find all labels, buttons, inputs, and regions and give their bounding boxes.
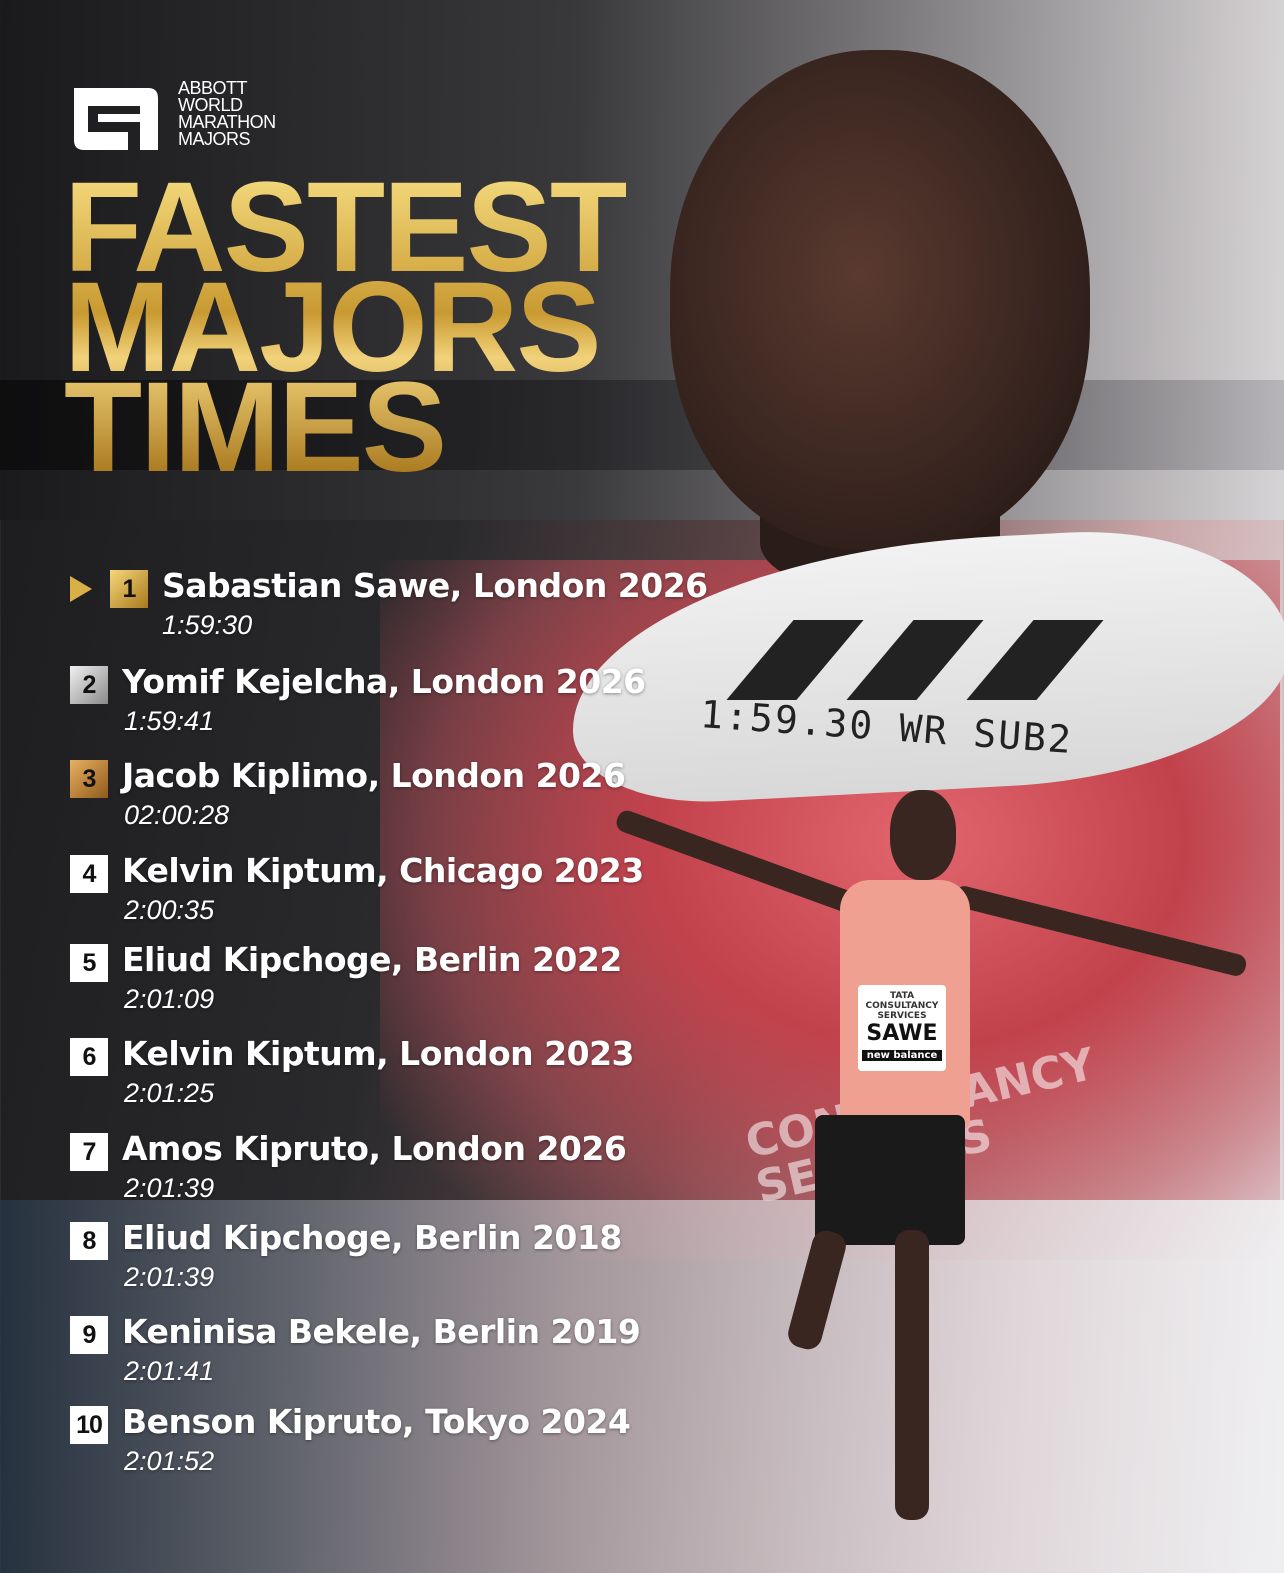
finish-time: 2:01:41 <box>124 1356 215 1386</box>
finish-time: 1:59:30 <box>162 610 253 640</box>
logo-text: ABBOTT WORLD MARATHON MAJORS <box>178 78 276 149</box>
rank-badge: 1 <box>110 570 148 608</box>
athlete-race: Yomif Kejelcha, London 2026 <box>122 662 646 701</box>
rank-badge: 10 <box>70 1406 108 1444</box>
runner-shorts <box>815 1115 965 1245</box>
runner-head <box>890 790 956 880</box>
athlete-race: Keninisa Bekele, Berlin 2019 <box>122 1312 641 1351</box>
athlete-race: Jacob Kiplimo, London 2026 <box>122 756 626 795</box>
rank-badge: 9 <box>70 1316 108 1354</box>
pointer-arrow-icon <box>70 576 92 602</box>
athlete-race: Benson Kipruto, Tokyo 2024 <box>122 1402 631 1441</box>
bib-sponsor: TATA CONSULTANCY SERVICES <box>865 991 939 1021</box>
finish-time: 2:01:09 <box>124 984 215 1014</box>
athlete-race: Eliud Kipchoge, Berlin 2022 <box>122 940 622 979</box>
finish-time: 02:00:28 <box>124 800 230 830</box>
abbott-logo-icon <box>74 88 158 150</box>
logo-line: ABBOTT <box>178 78 248 98</box>
finish-time: 2:01:39 <box>124 1173 215 1203</box>
logo-line: WORLD <box>178 95 243 115</box>
athlete-face-photo <box>670 50 1090 550</box>
rank-badge: 6 <box>70 1038 108 1076</box>
athlete-race: Eliud Kipchoge, Berlin 2018 <box>122 1218 622 1257</box>
page-title: FASTEST MAJORS TIMES <box>64 178 626 478</box>
rank-badge: 4 <box>70 855 108 893</box>
finish-time: 2:00:35 <box>124 895 215 925</box>
rank-badge: 2 <box>70 666 108 704</box>
rank-badge: 5 <box>70 944 108 982</box>
rank-badge: 3 <box>70 760 108 798</box>
finish-time: 1:59:41 <box>124 706 215 736</box>
runner-leg <box>895 1230 929 1520</box>
bib-brand: new balance <box>862 1050 942 1061</box>
finish-time: 2:01:39 <box>124 1262 215 1292</box>
rank-badge: 7 <box>70 1133 108 1171</box>
athlete-race: Sabastian Sawe, London 2026 <box>162 566 708 605</box>
logo-line: MAJORS <box>178 129 251 149</box>
athlete-race: Kelvin Kiptum, London 2023 <box>122 1034 635 1073</box>
athlete-race: Kelvin Kiptum, Chicago 2023 <box>122 851 644 890</box>
logo-line: MARATHON <box>178 112 276 132</box>
finish-time: 2:01:25 <box>124 1078 215 1108</box>
bib-name: SAWE <box>866 1021 938 1046</box>
background-fade <box>0 1200 1284 1573</box>
finish-time: 2:01:52 <box>124 1446 215 1476</box>
race-bib: TATA CONSULTANCY SERVICES SAWE new balan… <box>858 985 946 1071</box>
rank-badge: 8 <box>70 1222 108 1260</box>
athlete-race: Amos Kipruto, London 2026 <box>122 1129 627 1168</box>
